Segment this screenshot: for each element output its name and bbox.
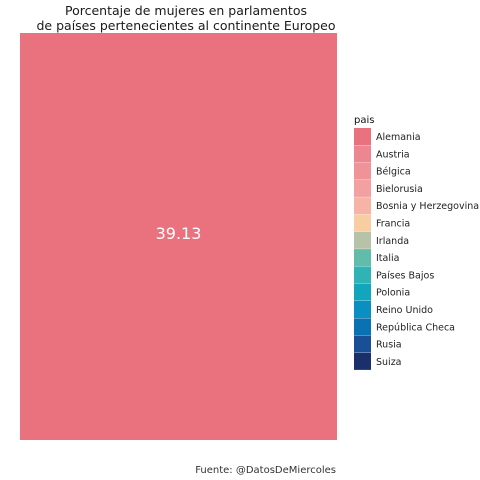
legend-label: República Checa [376,322,455,333]
legend-swatch [354,179,371,197]
legend-title: pais [354,115,374,126]
chart-caption: Fuente: @DatosDeMiercoles [195,465,336,476]
legend-label: Bosnia y Herzegovina [376,201,479,212]
legend-label: Polonia [376,288,410,299]
legend: Alemania Austria Bélgica Bielorusia Bosnia y… [354,128,479,370]
legend-label: Francia [376,219,410,230]
legend-swatch [354,145,371,163]
legend-swatch [354,352,371,370]
legend-swatch [354,335,371,353]
legend-swatch [354,197,371,215]
legend-label: Italia [376,253,399,264]
legend-swatch [354,266,371,284]
legend-label: Rusia [376,340,402,351]
legend-label: Bielorusia [376,184,423,195]
legend-swatch [354,231,371,249]
legend-swatch [354,301,371,318]
legend-swatch [354,318,371,336]
treemap-tile-alemania [20,33,337,440]
legend-label: Suiza [376,357,402,368]
legend-swatch [354,249,371,267]
chart-title-line-2: de países pertenecientes al continente E… [37,18,336,33]
legend-swatch [354,283,371,301]
legend-swatch [354,162,371,180]
legend-label: Irlanda [376,236,409,247]
treemap-tiles: 39.13 [20,33,337,440]
legend-label: Austria [376,149,410,160]
chart-title-line-1: Porcentaje de mujeres en parlamentos [65,3,307,18]
treemap-tile-value-label: 39.13 [156,224,202,243]
legend-label: Países Bajos [376,270,434,281]
legend-label: Bélgica [376,167,411,178]
legend-swatch [354,128,371,145]
legend-label: Reino Unido [376,305,433,316]
legend-swatch [354,214,371,232]
legend-label: Alemania [376,132,421,143]
